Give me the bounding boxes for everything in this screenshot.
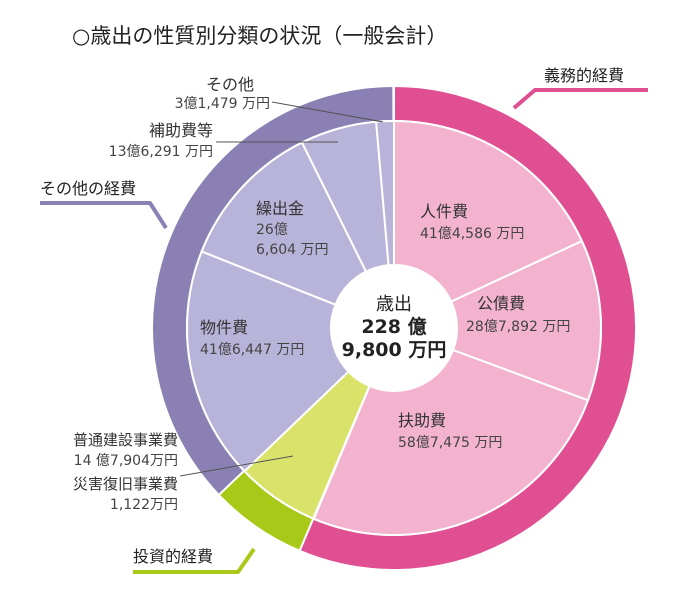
center-label-line2: 228 億: [361, 315, 426, 338]
slice-value-sonota: 3億1,479 万円: [175, 96, 270, 112]
center-label-line1: 歳出: [376, 294, 412, 315]
group-label-sonota: その他の経費: [40, 179, 136, 198]
slice-label-hojohi: 補助費等: [149, 121, 213, 140]
group-bracket-sonota: [40, 201, 168, 230]
slice-value-hojohi: 13億6,291 万円: [109, 144, 213, 160]
slice-value-fujohi: 58億7,475 万円: [398, 435, 502, 451]
group-bracket-gimu: [512, 88, 648, 110]
slice-label-futsukensetsu: 普通建設事業費: [73, 431, 178, 449]
slice-value-saigaifukkyu: 1,122万円: [110, 497, 178, 513]
leader-line-toushi: [179, 455, 294, 477]
slice-label-kousaihi: 公債費: [477, 294, 525, 313]
center-hole: [331, 265, 457, 391]
slice-value-bukkenhi: 41億6,447 万円: [200, 342, 304, 358]
group-bracket-toushi: [133, 547, 256, 574]
center-label-line3: 9,800 万円: [342, 339, 447, 361]
slice-label-kuridashikin: 繰出金: [256, 199, 304, 218]
slice-label-jinkenhi: 人件費: [420, 202, 468, 221]
leader-line-sonota: [271, 101, 384, 123]
slice-value-kuridashikin-line2: 6,604 万円: [256, 242, 329, 258]
slice-value-kousaihi: 28億7,892 万円: [466, 319, 570, 335]
slice-label-fujohi: 扶助費: [398, 411, 446, 430]
slice-label-bukkenhi: 物件費: [200, 318, 248, 337]
group-label-gimu: 義務的経費: [544, 66, 624, 85]
group-label-toushi: 投資的経費: [133, 547, 213, 566]
slice-value-futsukensetsu: 14 億7,904万円: [74, 453, 178, 469]
chart-title: ○歳出の性質別分類の状況（一般会計）: [72, 24, 448, 48]
slice-value-jinkenhi: 41億4,586 万円: [420, 226, 524, 242]
slice-label-saigaifukkyu: 災害復旧事業費: [73, 475, 178, 493]
slice-value-kuridashikin-line1: 26億: [256, 222, 288, 238]
slice-label-sonota: その他: [206, 75, 254, 94]
